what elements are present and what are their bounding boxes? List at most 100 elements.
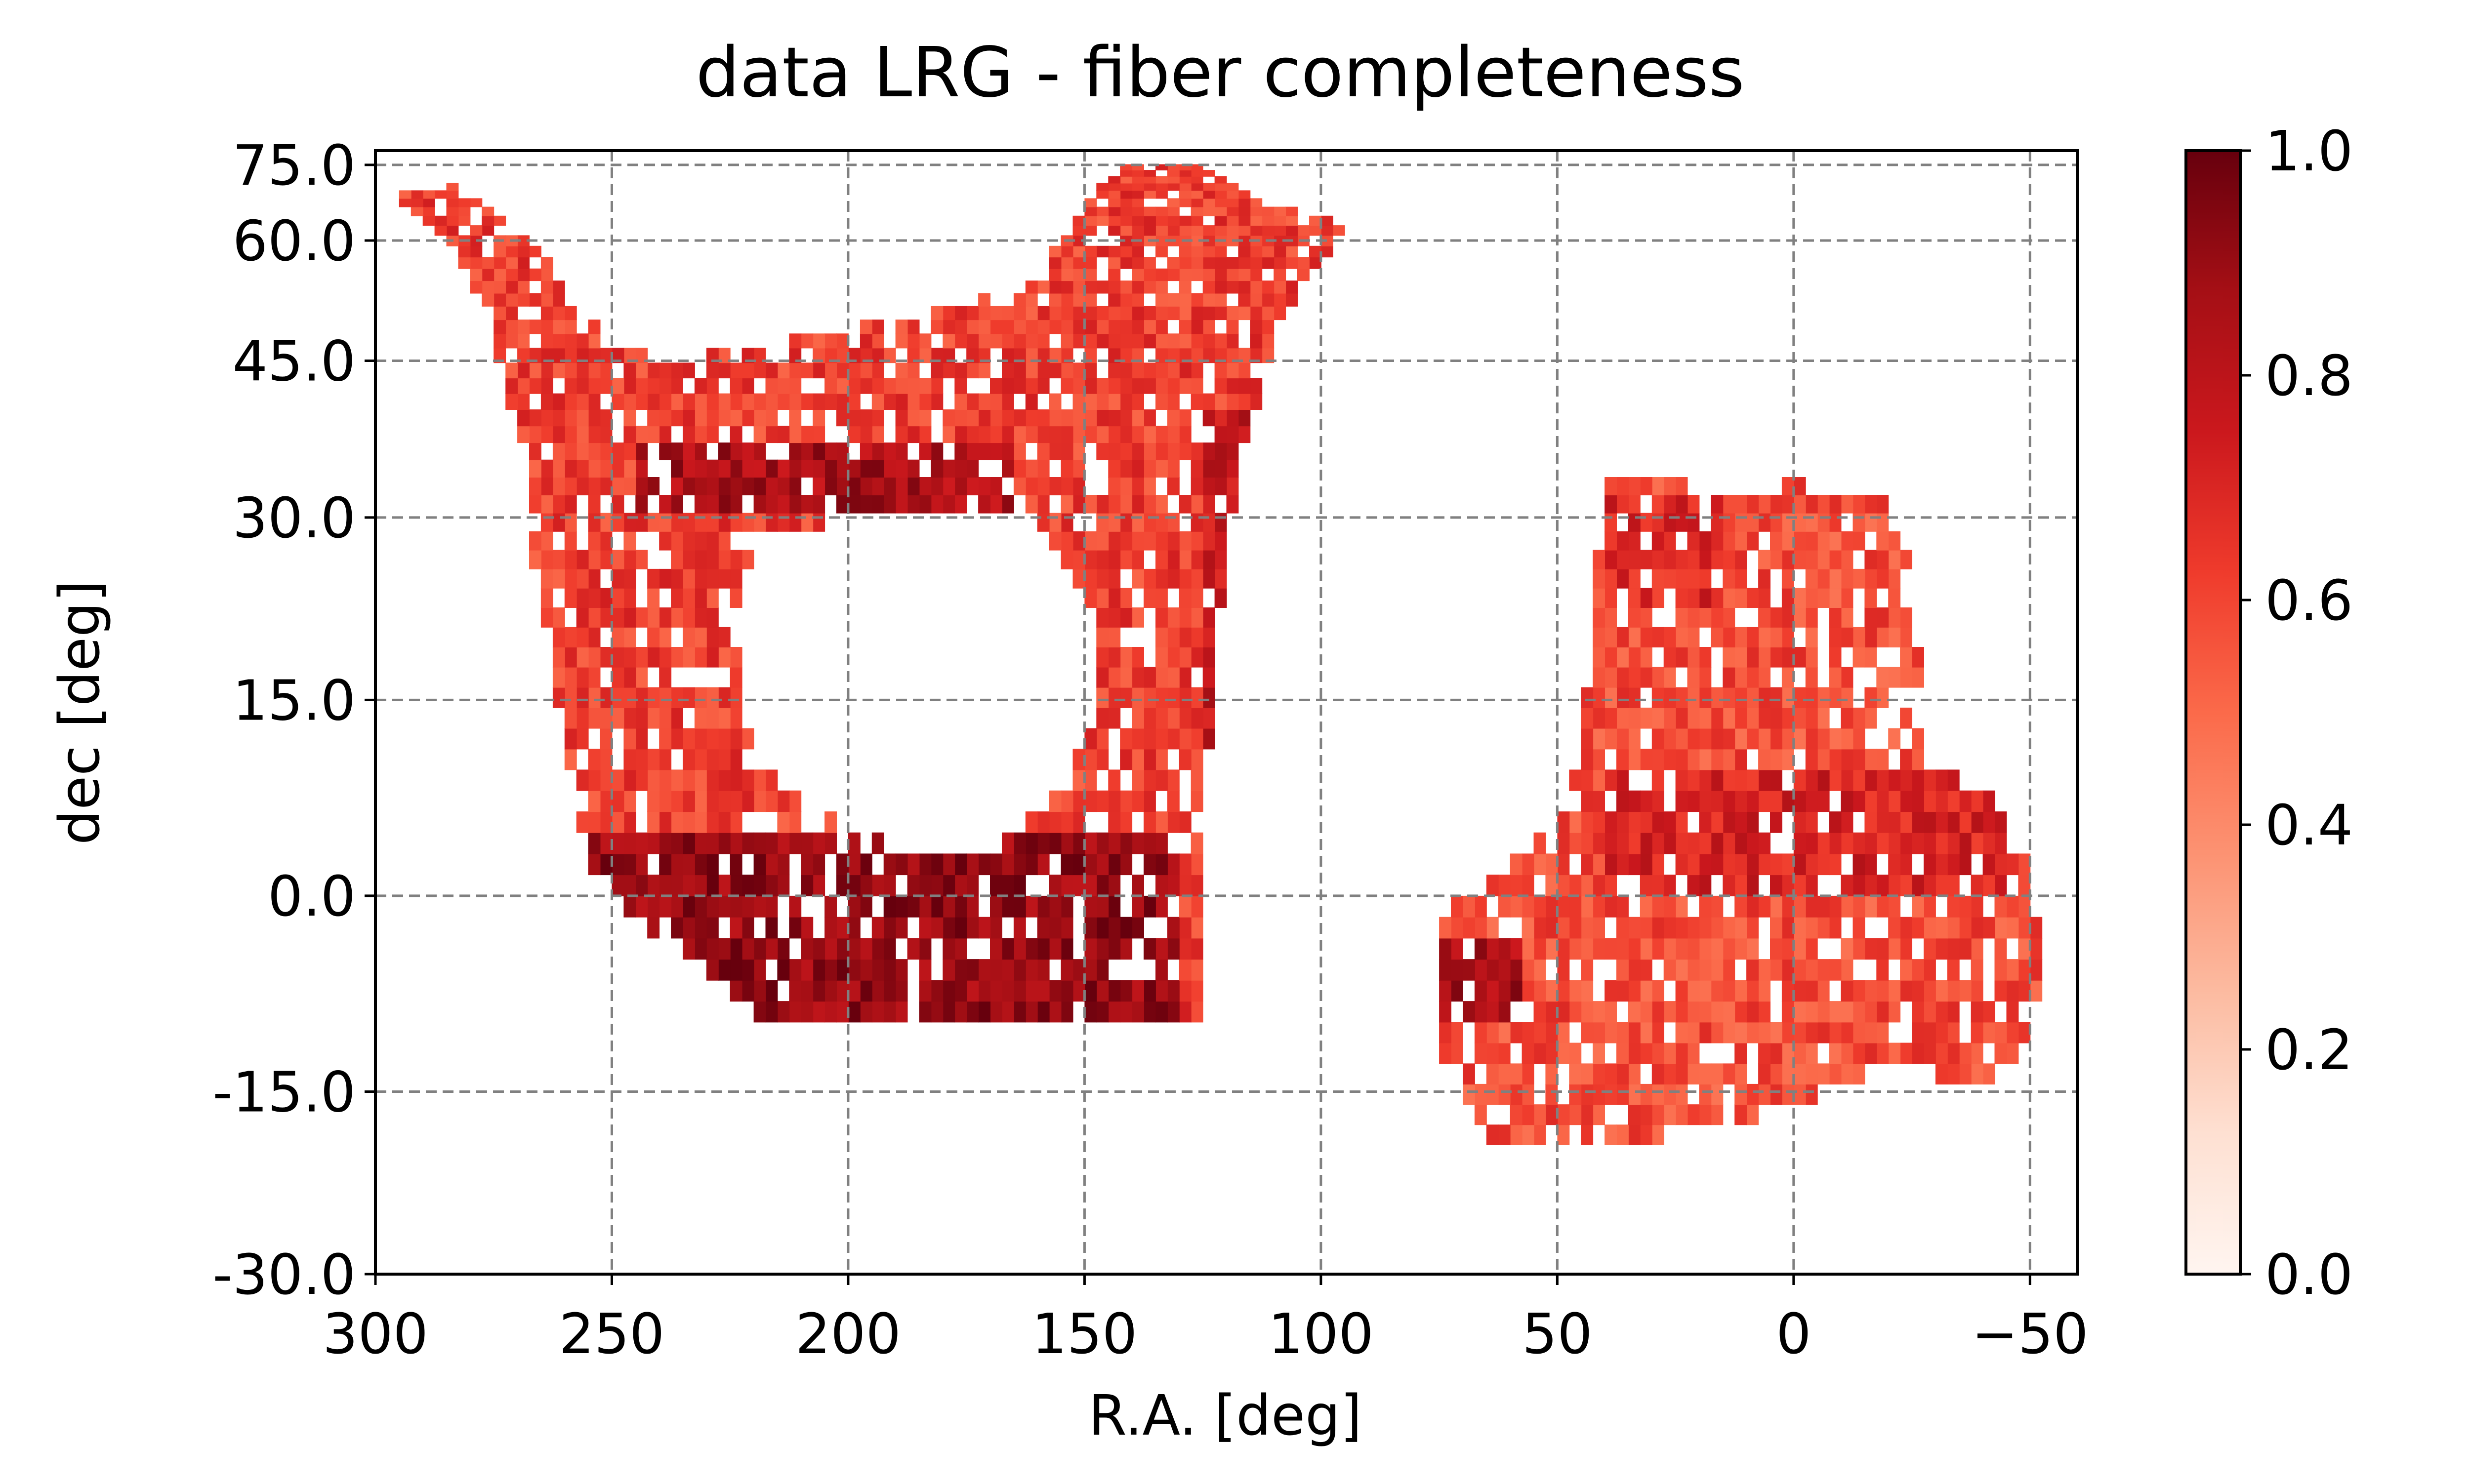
heatmap-cell [801, 333, 814, 349]
heatmap-cell [860, 378, 872, 394]
heatmap-cell [1793, 811, 1806, 833]
heatmap-cell [1037, 362, 1050, 379]
heatmap-cell [694, 728, 707, 750]
heatmap-cell [1605, 477, 1617, 495]
heatmap-cell [1061, 362, 1073, 379]
heatmap-cell [1852, 531, 1865, 551]
heatmap-cell [2006, 1022, 2019, 1043]
heatmap-cell [1675, 568, 1688, 589]
heatmap-cell [671, 442, 683, 460]
heatmap-cell [1994, 832, 2007, 854]
heatmap-cell [1628, 1022, 1641, 1043]
heatmap-cell [1155, 513, 1168, 532]
heatmap-cell [741, 477, 754, 495]
heatmap-cell [671, 895, 683, 918]
heatmap-cell [1829, 531, 1842, 551]
heatmap-cell [517, 409, 530, 427]
heatmap-cell [1734, 1043, 1747, 1064]
heatmap-cell [1711, 790, 1724, 812]
heatmap-cell [1699, 1083, 1712, 1105]
heatmap-cell [1167, 917, 1180, 939]
heatmap-cell [777, 495, 790, 514]
heatmap-cell [635, 832, 648, 854]
heatmap-cell [1061, 853, 1073, 876]
heatmap-cell [1132, 459, 1144, 478]
heatmap-cell [1793, 495, 1806, 514]
heatmap-cell [494, 320, 506, 334]
heatmap-cell [1202, 607, 1215, 628]
heatmap-cell [1167, 268, 1180, 281]
heatmap-cell [943, 875, 955, 896]
heatmap-cell [1711, 832, 1724, 854]
heatmap-cell [753, 769, 766, 791]
heatmap-cell [1593, 550, 1605, 569]
heatmap-cell [1864, 938, 1877, 960]
heatmap-cell [1084, 550, 1097, 569]
heatmap-cell [1793, 1022, 1806, 1043]
heatmap-cell [765, 409, 778, 427]
heatmap-cell [1250, 225, 1263, 236]
heatmap-cell [694, 832, 707, 854]
heatmap-cell [1214, 459, 1227, 478]
heatmap-cell [1805, 1043, 1818, 1064]
heatmap-cell [1439, 1022, 1451, 1043]
heatmap-cell [1687, 647, 1700, 668]
heatmap-cell [1640, 875, 1652, 896]
heatmap-cell [1852, 875, 1865, 896]
heatmap-cell [1155, 176, 1168, 184]
heatmap-cell [813, 333, 825, 349]
heatmap-cell [1191, 198, 1203, 207]
heatmap-cell [1793, 728, 1806, 750]
heatmap-cell [1770, 1063, 1782, 1084]
heatmap-cell [588, 477, 601, 495]
heatmap-cell [659, 895, 672, 918]
heatmap-cell [1179, 426, 1192, 443]
heatmap-cell [1793, 1043, 1806, 1064]
heatmap-cell [1605, 769, 1617, 791]
heatmap-cell [470, 245, 483, 258]
heatmap-cell [1675, 477, 1688, 495]
heatmap-cell [1841, 495, 1853, 514]
heatmap-cell [694, 568, 707, 589]
heatmap-cell [1486, 917, 1499, 939]
heatmap-cell [1061, 790, 1073, 812]
heatmap-cell [1179, 170, 1192, 177]
heatmap-cell [1191, 245, 1203, 258]
heatmap-cell [1084, 378, 1097, 394]
heatmap-cell [623, 531, 636, 551]
heatmap-cell [1640, 477, 1652, 495]
heatmap-cell [659, 513, 672, 532]
heatmap-cell [1025, 811, 1038, 833]
heatmap-cell [990, 959, 1002, 981]
heatmap-cell [671, 495, 683, 514]
heatmap-cell [564, 647, 577, 668]
heatmap-cell [1155, 320, 1168, 334]
heatmap-cell [1463, 1063, 1475, 1084]
heatmap-cell [1191, 749, 1203, 770]
heatmap-cell [1120, 190, 1133, 199]
heatmap-cell [1699, 568, 1712, 589]
heatmap-cell [1781, 1043, 1794, 1064]
heatmap-cell [1084, 875, 1097, 896]
heatmap-cell [1061, 550, 1073, 569]
heatmap-cell [1687, 1104, 1700, 1125]
heatmap-cell [1663, 749, 1676, 770]
heatmap-cell [860, 333, 872, 349]
heatmap-cell [1191, 495, 1203, 514]
heatmap-cell [422, 198, 435, 207]
heatmap-cell [1557, 811, 1570, 833]
heatmap-cell [1581, 917, 1594, 939]
heatmap-cell [1959, 853, 1972, 876]
heatmap-cell [706, 409, 719, 427]
heatmap-cell [765, 477, 778, 495]
heatmap-cell [1982, 1022, 1995, 1043]
heatmap-cell [647, 749, 660, 770]
heatmap-cell [1841, 959, 1853, 981]
heatmap-cell [753, 409, 766, 427]
heatmap-cell [1108, 225, 1121, 236]
heatmap-cell [552, 495, 565, 514]
heatmap-cell [1250, 245, 1263, 258]
heatmap-cell [1084, 728, 1097, 750]
heatmap-cell [1841, 832, 1853, 854]
heatmap-cell [1226, 442, 1239, 460]
